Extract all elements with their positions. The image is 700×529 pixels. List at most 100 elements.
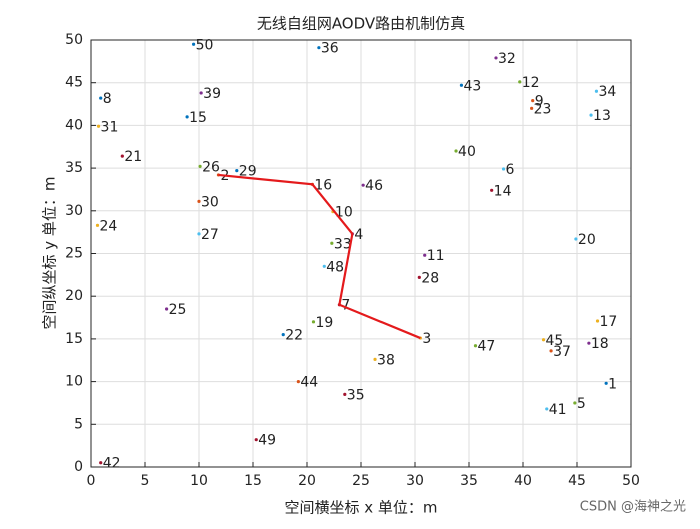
node-label: 35 [347,387,365,403]
node-label: 37 [553,344,571,360]
node-point [317,46,321,50]
node-point [531,99,535,103]
x-tick-label: 45 [568,473,586,489]
node-point [165,307,169,311]
x-tick-label: 40 [514,473,532,489]
node-label: 40 [458,144,476,160]
node-point [373,357,377,361]
node-point [99,96,103,100]
node-label: 28 [421,270,439,286]
node-label: 16 [314,177,332,193]
node-label: 39 [203,86,221,102]
node-label: 17 [600,314,618,330]
node-label: 38 [377,352,395,368]
node-label: 24 [99,218,117,234]
node-point [311,320,316,324]
node-label: 8 [103,91,112,107]
x-tick-label: 30 [406,473,424,489]
node-label: 32 [498,51,516,67]
node-point [192,42,196,46]
node-label: 3 [422,331,431,347]
y-axis-label: 空间纵坐标 y 单位：m [41,176,59,329]
node-label: 46 [365,178,383,194]
node-label: 36 [321,41,339,57]
node-label: 47 [477,339,495,355]
node-label: 23 [534,101,552,117]
y-tick-label: 35 [65,160,83,176]
node-label: 34 [598,84,616,100]
route-line [218,173,421,340]
y-tick-label: 50 [65,32,83,48]
x-axis-label: 空间横坐标 x 单位：m [284,499,437,517]
node-point [96,124,101,128]
node-point [454,149,458,153]
node-label: 31 [101,119,119,135]
node-label: 9 [535,94,544,110]
node-label: 43 [463,78,481,94]
node-label: 11 [427,248,445,264]
node-point [95,223,100,227]
node-point [198,164,202,168]
node-point [501,167,506,171]
y-tick-label: 15 [65,331,83,347]
x-tick-label: 20 [298,473,316,489]
node-label: 20 [578,232,596,248]
y-tick-label: 45 [65,75,83,91]
node-point [99,461,103,465]
watermark: CSDN @海神之光 [580,500,686,515]
node-point [185,115,189,119]
node-label: 30 [201,194,219,210]
node-label: 6 [506,162,515,178]
y-tick-label: 40 [65,117,83,133]
node-point [549,349,553,353]
node-point [343,392,347,397]
x-tick-label: 10 [190,473,208,489]
plot-frame [90,39,632,468]
node-point [361,183,365,187]
node-point [120,154,124,158]
node-point [587,341,591,345]
node-point [595,319,600,323]
node-label: 25 [169,302,187,318]
node-label: 4 [354,227,363,243]
y-tick-label: 5 [74,416,83,432]
node-label: 44 [300,375,318,391]
node-label: 29 [239,164,257,180]
node-label: 26 [202,159,220,175]
node-label: 22 [285,328,303,344]
y-tick-label: 30 [65,203,83,219]
y-tick-label: 20 [65,288,83,304]
chart-title: 无线自组网AODV路由机制仿真 [257,15,465,33]
node-point [459,83,464,87]
node-point [254,438,258,442]
node-point [322,264,326,268]
node-label: 45 [546,333,564,349]
node-point [594,89,599,93]
node-point [330,241,334,245]
node-label: 41 [549,402,567,418]
x-tick-label: 35 [460,473,478,489]
y-tick-label: 0 [74,459,83,475]
node-point [197,199,201,204]
node-label: 42 [103,456,121,472]
node-label: 14 [494,183,512,199]
node-label: 12 [522,75,540,91]
node-label: 15 [189,110,207,126]
node-label: 7 [341,298,350,314]
node-point [573,401,577,405]
y-tick-label: 10 [65,374,83,390]
node-point [417,275,421,280]
node-point [197,232,201,236]
node-label: 13 [593,108,611,124]
node-point [235,169,239,173]
node-label: 21 [124,149,142,165]
node-point [541,338,546,342]
x-tick-label: 25 [352,473,370,489]
node-label: 48 [326,259,344,275]
x-tick-label: 15 [244,473,262,489]
node-point [604,381,608,385]
node-label: 18 [591,336,609,352]
node-point [545,407,549,411]
